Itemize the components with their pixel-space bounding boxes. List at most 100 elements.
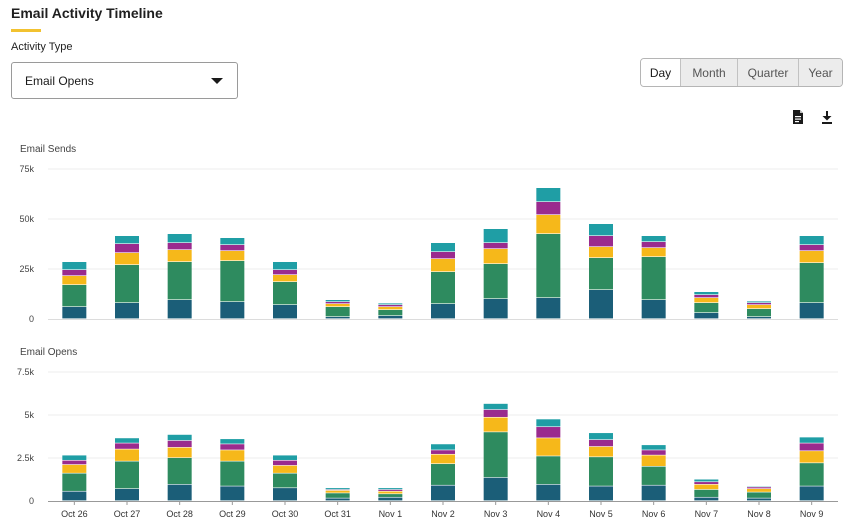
bar-segment[interactable] [220,461,245,486]
bar-segment[interactable] [273,282,297,305]
bar-segment[interactable] [431,272,455,304]
bar-segment[interactable] [431,252,455,259]
bar-segment[interactable] [536,484,561,501]
document-icon[interactable] [791,110,805,124]
bar-segment[interactable] [747,305,771,309]
bar-segment[interactable] [641,300,666,319]
bar-segment[interactable] [378,305,403,307]
range-month-button[interactable]: Month [680,59,737,86]
bar-segment[interactable] [325,490,350,493]
bar-segment[interactable] [589,446,613,457]
bar-segment[interactable] [536,202,561,215]
bar-segment[interactable] [799,251,824,263]
bar-segment[interactable] [325,498,350,501]
range-quarter-button[interactable]: Quarter [737,59,798,86]
download-icon[interactable] [820,110,834,124]
bar-segment[interactable] [167,447,192,458]
bar-segment[interactable] [325,493,350,498]
bar-segment[interactable] [273,262,297,270]
bar-segment[interactable] [220,486,245,501]
bar-segment[interactable] [273,465,297,473]
bar-segment[interactable] [799,263,824,303]
bar-segment[interactable] [536,215,561,234]
bar-segment[interactable] [536,188,561,202]
bar-segment[interactable] [589,439,613,447]
bar-segment[interactable] [431,485,455,501]
bar-segment[interactable] [641,236,666,242]
bar-segment[interactable] [273,488,297,501]
bar-segment[interactable] [273,305,297,319]
bar-segment[interactable] [799,437,824,443]
bar-segment[interactable] [799,451,824,463]
range-year-button[interactable]: Year [798,59,842,86]
bar-segment[interactable] [799,236,824,245]
bar-segment[interactable] [694,292,719,295]
bar-segment[interactable] [589,247,613,258]
bar-segment[interactable] [589,258,613,290]
bar-segment[interactable] [167,243,192,250]
bar-segment[interactable] [694,489,719,497]
bar-segment[interactable] [115,438,139,443]
bar-segment[interactable] [378,316,403,319]
bar-segment[interactable] [62,491,87,501]
bar-segment[interactable] [641,485,666,501]
bar-segment[interactable] [483,299,508,319]
bar-segment[interactable] [694,479,719,482]
bar-segment[interactable] [431,304,455,319]
bar-segment[interactable] [378,489,403,491]
bar-segment[interactable] [694,484,719,490]
bar-segment[interactable] [641,466,666,485]
bar-segment[interactable] [589,486,613,501]
bar-segment[interactable] [694,482,719,485]
bar-segment[interactable] [325,488,350,490]
bar-segment[interactable] [483,477,508,501]
bar-segment[interactable] [536,427,561,438]
bar-segment[interactable] [378,310,403,316]
bar-segment[interactable] [62,460,87,465]
bar-segment[interactable] [220,439,245,444]
bar-segment[interactable] [694,313,719,319]
bar-segment[interactable] [536,234,561,298]
bar-segment[interactable] [589,236,613,247]
bar-segment[interactable] [273,473,297,488]
bar-segment[interactable] [641,455,666,466]
bar-segment[interactable] [325,317,350,319]
bar-segment[interactable] [799,443,824,451]
bar-segment[interactable] [378,307,403,310]
bar-segment[interactable] [483,432,508,478]
bar-segment[interactable] [641,242,666,248]
bar-segment[interactable] [273,455,297,460]
bar-segment[interactable] [431,464,455,485]
bar-segment[interactable] [378,303,403,305]
bar-segment[interactable] [483,249,508,264]
bar-segment[interactable] [483,409,508,417]
bar-segment[interactable] [115,265,139,303]
bar-segment[interactable] [641,450,666,455]
bar-segment[interactable] [220,245,245,251]
bar-segment[interactable] [115,253,139,265]
bar-segment[interactable] [378,497,403,501]
bar-segment[interactable] [167,300,192,319]
bar-segment[interactable] [220,238,245,245]
bar-segment[interactable] [431,243,455,252]
bar-segment[interactable] [589,290,613,319]
bar-segment[interactable] [378,494,403,497]
bar-segment[interactable] [536,456,561,485]
bar-segment[interactable] [167,262,192,300]
bar-segment[interactable] [747,303,771,305]
bar-segment[interactable] [115,488,139,501]
bar-segment[interactable] [220,450,245,461]
bar-segment[interactable] [220,261,245,302]
bar-segment[interactable] [799,486,824,501]
bar-segment[interactable] [747,309,771,317]
bar-segment[interactable] [483,229,508,243]
bar-segment[interactable] [431,454,455,464]
bar-segment[interactable] [483,243,508,249]
bar-segment[interactable] [641,248,666,257]
bar-segment[interactable] [431,444,455,450]
bar-segment[interactable] [747,498,771,501]
bar-segment[interactable] [115,461,139,489]
bar-segment[interactable] [799,303,824,319]
bar-segment[interactable] [325,304,350,307]
bar-segment[interactable] [62,276,87,285]
